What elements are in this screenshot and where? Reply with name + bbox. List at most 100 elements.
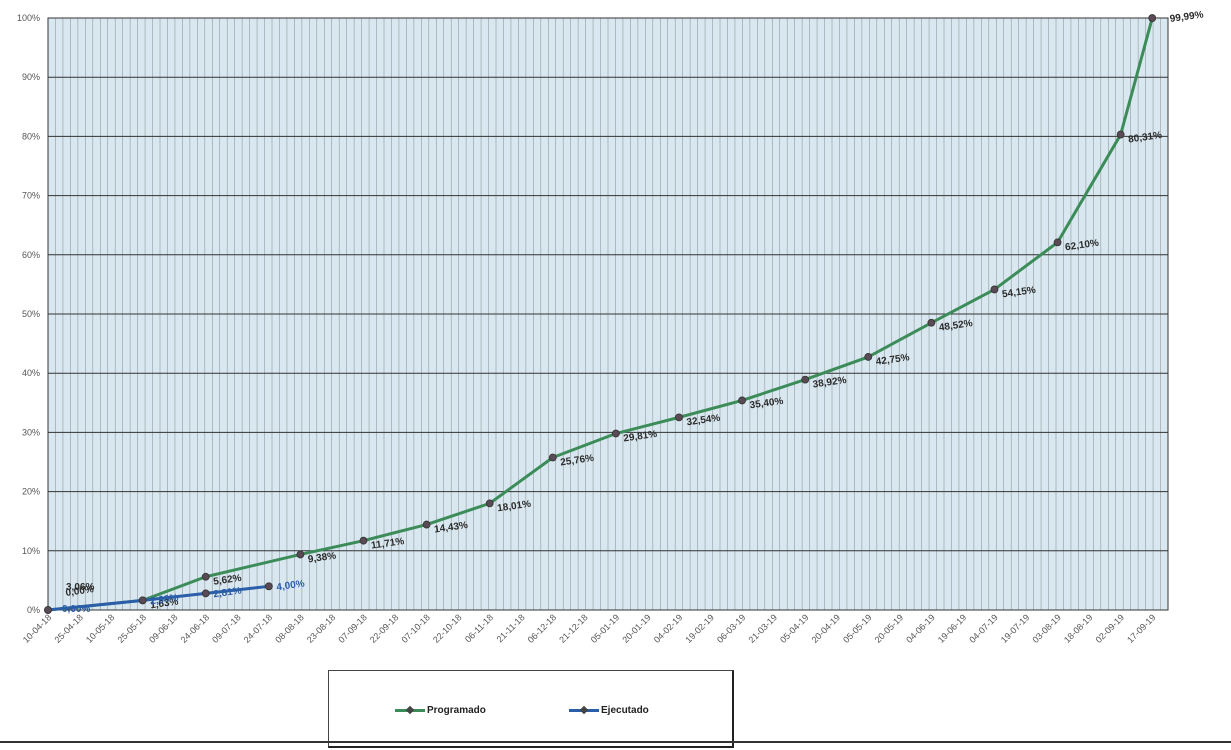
x-tick-label: 06-03-19 — [715, 612, 748, 645]
gridlines — [48, 17, 1168, 611]
data-point-programado — [201, 572, 210, 581]
y-tick-label: 60% — [22, 250, 40, 260]
x-tick-label: 19-07-19 — [999, 612, 1032, 645]
x-tick-label: 24-06-18 — [179, 612, 212, 645]
x-tick-label: 02-09-19 — [1094, 612, 1127, 645]
legend-line-ejecutado — [569, 709, 599, 712]
x-tick-label: 17-09-19 — [1125, 612, 1158, 645]
x-tick-label: 23-08-18 — [305, 612, 338, 645]
x-axis-ticks: 10-04-18 25-04-18 10-05-18 25-05-18 09-06-18… — [21, 612, 1158, 645]
legend-label-programado: Programado — [427, 705, 486, 716]
data-label-ejecutado: 0,00% — [62, 604, 90, 615]
data-label-programado: 18,01% — [497, 499, 532, 515]
data-point-programado — [1116, 130, 1125, 139]
data-point-programado — [927, 318, 936, 327]
legend-item-programado: Programado — [395, 705, 486, 716]
data-label-extra: 3,06% — [66, 582, 94, 593]
x-tick-label: 05-01-19 — [589, 612, 622, 645]
legend-line-programado — [395, 709, 425, 712]
x-tick-label: 21-12-18 — [557, 612, 590, 645]
data-label-programado: 54,15% — [1001, 285, 1036, 301]
legend-label-ejecutado: Ejecutado — [601, 705, 649, 716]
data-point-ejecutado — [138, 596, 147, 605]
data-label-programado: 99,99% — [1169, 9, 1204, 25]
data-label-programado: 38,92% — [812, 375, 847, 391]
x-tick-label: 19-02-19 — [683, 612, 716, 645]
data-point-programado — [864, 353, 873, 361]
data-point-ejecutado — [44, 606, 52, 614]
x-tick-label: 20-04-19 — [810, 612, 843, 645]
data-label-ejecutado: 4,00% — [276, 578, 306, 593]
data-point-programado — [675, 413, 683, 422]
data-label-programado: 14,43% — [433, 520, 468, 536]
x-tick-label: 04-06-19 — [904, 612, 937, 645]
x-tick-label: 05-04-19 — [778, 612, 811, 645]
data-label-programado: 32,54% — [686, 413, 721, 429]
legend: Programado Ejecutado — [328, 670, 734, 748]
x-tick-label: 24-07-18 — [242, 612, 275, 645]
data-label-programado: 35,40% — [749, 396, 784, 412]
data-point-programado — [359, 536, 368, 545]
series-line-programado — [47, 17, 1154, 612]
y-tick-label: 80% — [22, 131, 40, 141]
data-point-programado — [422, 520, 431, 529]
series-line-ejecutado — [47, 584, 270, 612]
x-tick-label: 08-08-18 — [273, 612, 306, 645]
data-point-programado — [801, 375, 810, 384]
y-tick-label: 70% — [22, 191, 40, 201]
data-point-programado — [738, 396, 746, 405]
data-label-programado: 0,00% — [65, 584, 95, 599]
x-tick-label: 20-01-19 — [620, 612, 653, 645]
x-tick-label: 03-08-19 — [1030, 612, 1063, 645]
y-tick-label: 10% — [22, 546, 40, 556]
x-tick-label: 22-09-18 — [368, 612, 401, 645]
data-labels: 0,00% 1,63% 5,62% 9,38% 11,71% 14,43% 18,01% 25… — [62, 9, 1204, 615]
bottom-rule — [0, 741, 1231, 743]
y-axis-ticks: 0% 10% 20% 30% 40% 50% 60% 70% 80% 90% 100% — [17, 13, 40, 615]
legend-item-ejecutado: Ejecutado — [569, 705, 649, 716]
x-tick-label: 04-07-19 — [967, 612, 1000, 645]
data-label-programado: 5,62% — [213, 573, 243, 588]
data-label-programado: 42,75% — [875, 352, 910, 368]
x-tick-label: 20-05-19 — [873, 612, 906, 645]
x-tick-label: 04-02-19 — [652, 612, 685, 645]
y-tick-label: 100% — [17, 13, 40, 23]
series-group — [44, 14, 1157, 614]
data-point-programado — [611, 429, 620, 438]
data-label-programado: 11,71% — [370, 536, 405, 552]
x-tick-label: 10-05-18 — [84, 612, 117, 645]
x-tick-label: 25-05-18 — [116, 612, 149, 645]
y-tick-label: 50% — [22, 309, 40, 319]
data-point-programado — [1053, 238, 1062, 247]
x-tick-label: 21-11-18 — [495, 612, 527, 644]
data-point-programado — [1148, 14, 1157, 22]
x-tick-label: 18-08-19 — [1062, 612, 1095, 645]
x-tick-label: 10-04-18 — [21, 612, 54, 645]
data-label-programado: 62,10% — [1064, 238, 1099, 254]
data-point-programado — [485, 499, 494, 508]
x-tick-label: 09-07-18 — [210, 612, 243, 645]
data-label-programado: 25,76% — [560, 453, 595, 469]
data-point-programado — [296, 550, 305, 559]
x-tick-label: 09-06-18 — [147, 612, 180, 645]
x-tick-label: 19-06-19 — [936, 612, 969, 645]
y-tick-label: 40% — [22, 368, 40, 378]
data-label-programado: 80,31% — [1128, 130, 1163, 146]
data-label-programado: 1,63% — [150, 596, 180, 611]
y-tick-label: 0% — [27, 605, 40, 615]
x-tick-label: 07-09-18 — [336, 612, 369, 645]
y-tick-label: 20% — [22, 487, 40, 497]
data-label-programado: 29,81% — [623, 429, 658, 445]
data-point-ejecutado — [201, 589, 210, 598]
x-tick-label: 21-03-19 — [746, 612, 779, 645]
y-tick-label: 90% — [22, 72, 40, 82]
data-point-programado — [548, 453, 557, 462]
data-label-programado: 48,52% — [938, 318, 973, 334]
x-tick-label: 25-04-18 — [52, 612, 85, 645]
data-point-ejecutado — [264, 582, 273, 591]
data-label-ejecutado: 2,00% — [150, 592, 180, 607]
x-tick-label: 22-10-18 — [431, 612, 464, 645]
data-point-programado — [990, 285, 999, 294]
x-tick-label: 05-05-19 — [841, 612, 874, 645]
